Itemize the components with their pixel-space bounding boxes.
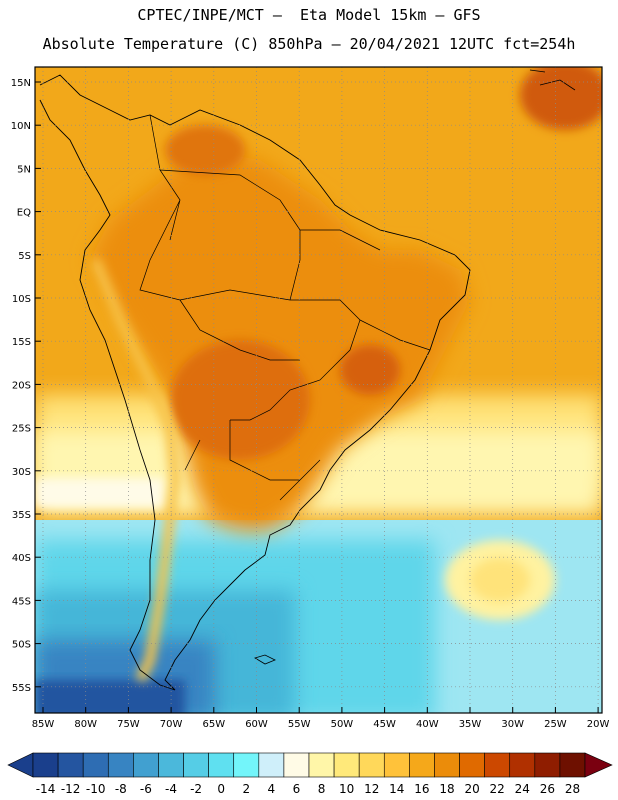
- colorbar-label: -4: [165, 782, 177, 796]
- colorbar-label: 0: [217, 782, 225, 796]
- colorbar-swatch: [434, 752, 460, 778]
- map-frame: [34, 66, 603, 714]
- caribbean-islands: [529, 69, 576, 91]
- colorbar-label: 24: [514, 782, 530, 796]
- country-borders: [139, 114, 431, 501]
- title-line-1: CPTEC/INPE/MCT – Eta Model 15km – GFS: [137, 6, 481, 24]
- lat-tick-label: 10S: [12, 294, 31, 305]
- colorbar-label: 10: [338, 782, 355, 796]
- colorbar-swatch: [459, 752, 485, 778]
- colorbar-label: 12: [364, 782, 380, 796]
- colorbar-swatch: [208, 752, 235, 778]
- lat-tick-label: 20S: [12, 380, 31, 391]
- colorbar-swatch: [333, 752, 360, 778]
- graticule: [35, 67, 602, 713]
- colorbar-arrow-high: [584, 752, 613, 778]
- lon-tick-label: 50W: [331, 719, 354, 730]
- lon-tick-label: 25W: [544, 719, 567, 730]
- lon-tick-label: 45W: [373, 719, 396, 730]
- lat-tick-label: 55S: [12, 683, 31, 694]
- lat-tick-label: 15S: [12, 337, 31, 348]
- lat-tick-label: 50S: [12, 640, 31, 651]
- lat-tick-label: EQ: [17, 208, 31, 219]
- colorbar-swatch: [534, 752, 561, 778]
- colorbar-label: -8: [114, 782, 127, 796]
- colorbar-swatch: [32, 752, 59, 778]
- lat-tick-label: 35S: [12, 510, 31, 521]
- colorbar-label: -10: [85, 782, 106, 796]
- lon-tick-label: 30W: [501, 719, 524, 730]
- colorbar-swatch: [258, 752, 285, 778]
- falkland-islands: [254, 654, 276, 665]
- colorbar-label: 20: [464, 782, 480, 796]
- lat-tick-label: 45S: [12, 596, 31, 607]
- latitude-axis: 15N 10N 5N EQ 5S 10S 15S 20S 25S 30S 35S 40S 45S 50S 5…: [11, 78, 41, 694]
- temperature-field: [35, 67, 602, 713]
- colorbar-label: 22: [489, 782, 505, 796]
- colorbar-swatch: [82, 752, 109, 778]
- colorbar-swatch: [484, 752, 511, 778]
- lon-tick-label: 35W: [459, 719, 482, 730]
- lon-tick-label: 20W: [587, 719, 610, 730]
- colorbar-swatch: [233, 752, 260, 778]
- colorbar-swatch: [57, 752, 84, 778]
- colorbar-swatch: [383, 752, 410, 778]
- colorbar-swatch: [107, 752, 134, 778]
- color-scale-bar: [7, 752, 613, 778]
- title-line-2: Absolute Temperature (C) 850hPa – 20/04/…: [42, 35, 576, 53]
- colorbar-label: 16: [414, 782, 430, 796]
- colorbar-label: -12: [60, 782, 81, 796]
- lon-tick-label: 65W: [202, 719, 225, 730]
- lon-tick-label: 55W: [288, 719, 311, 730]
- colorbar-swatch: [133, 752, 159, 778]
- colorbar-swatch: [158, 752, 184, 778]
- lat-tick-label: 10N: [11, 121, 31, 132]
- colorbar-label: 2: [242, 782, 251, 796]
- longitude-axis: 85W 80W 75W 70W 65W 60W 55W 50W 45W 40W 35W 30W 25W 2…: [32, 707, 610, 730]
- colorbar-label: -2: [190, 782, 203, 796]
- colorbar-label: 14: [389, 782, 405, 796]
- lat-tick-label: 25S: [12, 424, 31, 435]
- colorbar-swatch: [358, 752, 385, 778]
- colorbar-swatch: [559, 752, 586, 778]
- lon-tick-label: 80W: [74, 719, 97, 730]
- lon-tick-label: 75W: [117, 719, 140, 730]
- colorbar-label: 28: [564, 782, 581, 796]
- colorbar-label: 6: [292, 782, 301, 796]
- colorbar-label: 18: [439, 782, 455, 796]
- colorbar-swatch: [183, 752, 209, 778]
- colorbar-swatch: [409, 752, 435, 778]
- colorbar-label: 26: [539, 782, 555, 796]
- lat-tick-label: 40S: [12, 553, 31, 564]
- lon-tick-label: 85W: [32, 719, 55, 730]
- colorbar-swatch: [283, 752, 310, 778]
- lon-tick-label: 40W: [416, 719, 439, 730]
- lon-tick-label: 60W: [245, 719, 268, 730]
- lat-tick-label: 5N: [17, 164, 31, 175]
- colorbar-arrow-low: [7, 752, 34, 778]
- colorbar-label: -6: [139, 782, 152, 796]
- lat-tick-label: 5S: [18, 251, 31, 262]
- lon-tick-label: 70W: [160, 719, 183, 730]
- colorbar-label: -14: [35, 782, 56, 796]
- colorbar-label: 8: [317, 782, 326, 796]
- lat-tick-label: 30S: [12, 467, 31, 478]
- colorbar-swatch: [308, 752, 335, 778]
- lat-tick-label: 15N: [11, 78, 31, 89]
- colorbar-label: 4: [267, 782, 276, 796]
- colorbar-swatch: [509, 752, 536, 778]
- coastline: [39, 74, 471, 691]
